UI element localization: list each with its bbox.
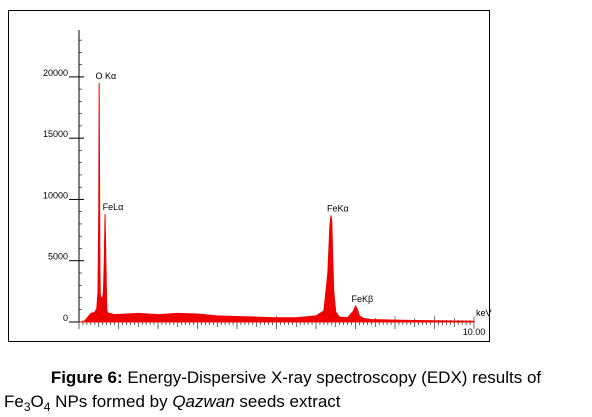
- caption-text-1: Energy-Dispersive X-ray spectroscopy (ED…: [122, 368, 542, 387]
- formula-o: O: [30, 392, 44, 411]
- y-tick-label: 0: [63, 313, 68, 323]
- y-tick-label: 20000: [43, 68, 68, 78]
- x-tick-label: 10.00: [463, 327, 486, 337]
- figure-caption-line-2: Fe3O4 NPs formed by Qazwan seeds extract: [4, 392, 592, 414]
- spectrum-series: [79, 83, 475, 323]
- formula-sub-3: 3: [23, 400, 31, 414]
- y-tick-label: 5000: [48, 252, 68, 262]
- y-tick-label: 10000: [43, 190, 68, 200]
- formula-fe: Fe: [4, 392, 24, 411]
- caption-text-2: NPs formed by: [50, 392, 173, 411]
- edx-chart: 0 5000 10000 15000 20000 O Kα FeLα FeKα FeKβ keV 1…: [43, 30, 492, 337]
- formula-sub-4: 4: [43, 400, 51, 414]
- peak-label: FeLα: [103, 202, 124, 212]
- peak-label: FeKβ: [352, 294, 374, 304]
- peak-label: O Kα: [96, 71, 117, 81]
- figure-caption-line-1: Figure 6: Energy-Dispersive X-ray spectr…: [0, 368, 592, 388]
- figure-label: Figure 6:: [50, 368, 123, 387]
- y-tick-label: 15000: [43, 129, 68, 139]
- plant-name: Qazwan: [172, 392, 235, 411]
- x-axis-label: keV: [476, 308, 492, 318]
- caption-text-3: seeds extract: [234, 392, 341, 411]
- plot-frame: [8, 10, 490, 342]
- peak-label: FeKα: [327, 203, 349, 213]
